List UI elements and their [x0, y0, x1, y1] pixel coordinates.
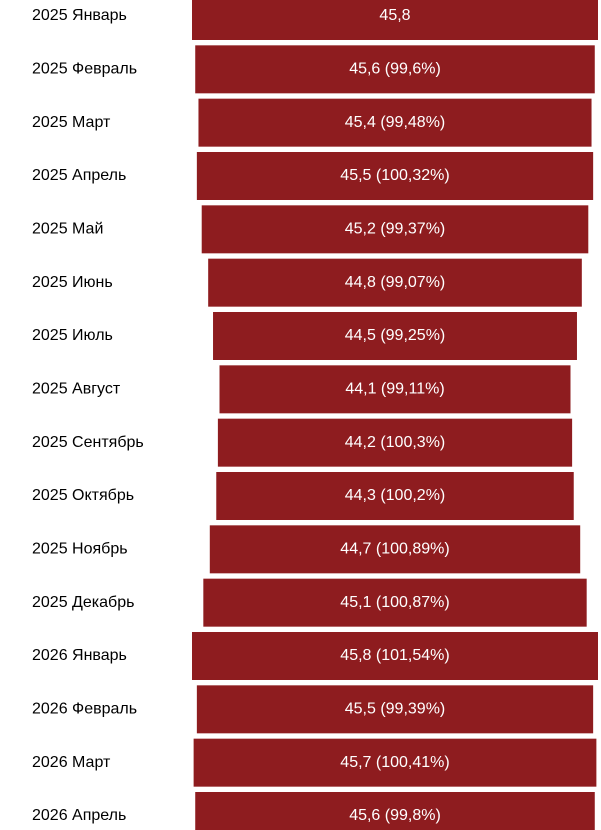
category-label: 2025 Апрель — [32, 167, 126, 184]
category-label: 2026 Январь — [32, 647, 127, 664]
value-label: 44,1 (99,11%) — [345, 381, 444, 398]
bar — [195, 45, 595, 94]
category-label: 2025 Июнь — [32, 274, 113, 291]
bar — [196, 152, 594, 200]
bar — [195, 792, 595, 830]
bar — [198, 98, 592, 147]
category-label: 2025 Ноябрь — [32, 541, 128, 558]
value-label: 45,6 (99,8%) — [349, 807, 441, 824]
category-label: 2025 Январь — [32, 7, 127, 24]
category-label: 2026 Февраль — [32, 701, 137, 718]
category-label: 2025 Март — [32, 114, 111, 131]
value-label: 44,2 (100,3%) — [345, 434, 446, 451]
category-label: 2025 Октябрь — [32, 487, 134, 504]
category-label: 2025 Сентябрь — [32, 434, 144, 451]
bar — [201, 205, 589, 254]
category-label: 2025 Май — [32, 221, 103, 238]
bar — [208, 258, 582, 307]
value-label: 45,2 (99,37%) — [345, 221, 446, 238]
bar — [219, 365, 571, 414]
value-label: 45,8 (101,54%) — [340, 647, 449, 664]
bar — [216, 472, 574, 520]
value-label: 45,5 (100,32%) — [340, 167, 449, 184]
bar — [196, 685, 594, 734]
bar — [209, 525, 581, 574]
value-label: 45,5 (99,39%) — [345, 701, 446, 718]
value-label: 44,7 (100,89%) — [340, 541, 449, 558]
value-label: 45,4 (99,48%) — [345, 114, 446, 131]
bar — [213, 312, 577, 360]
bar — [203, 578, 587, 627]
category-label: 2025 Декабрь — [32, 594, 134, 611]
value-label: 44,5 (99,25%) — [345, 327, 446, 344]
bar — [217, 418, 573, 467]
category-label: 2026 Апрель — [32, 807, 126, 824]
value-label: 44,3 (100,2%) — [345, 487, 446, 504]
value-label: 45,8 — [379, 7, 410, 24]
value-label: 45,1 (100,87%) — [340, 594, 449, 611]
category-label: 2025 Август — [32, 381, 121, 398]
category-label: 2026 Март — [32, 754, 111, 771]
value-label: 45,6 (99,6%) — [349, 61, 441, 78]
bar — [193, 738, 597, 787]
category-label: 2025 Февраль — [32, 61, 137, 78]
value-label: 45,7 (100,41%) — [340, 754, 449, 771]
bar — [192, 0, 598, 40]
bar — [192, 632, 598, 680]
category-label: 2025 Июль — [32, 327, 113, 344]
value-label: 44,8 (99,07%) — [345, 274, 446, 291]
